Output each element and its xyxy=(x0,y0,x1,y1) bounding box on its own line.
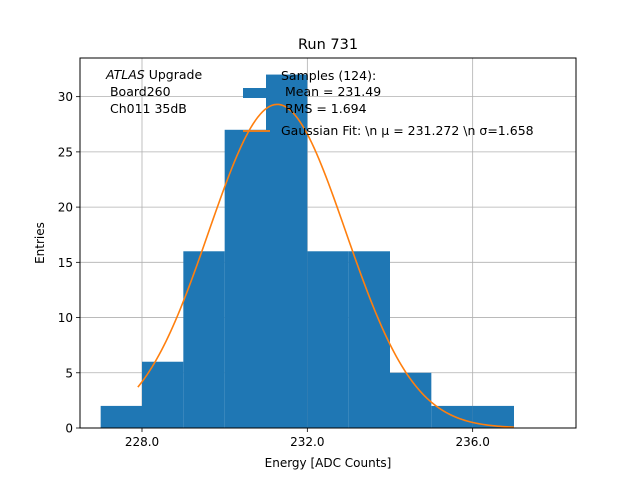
x-tick-label: 232.0 xyxy=(290,435,324,449)
y-tick-label: 0 xyxy=(65,422,73,436)
y-tick-label: 20 xyxy=(58,201,73,215)
x-tick-label: 228.0 xyxy=(125,435,159,449)
svg-text:ATLAS Upgrade: ATLAS Upgrade xyxy=(105,67,202,82)
legend-fit-entry: Gaussian Fit: \n μ = 231.272 \n σ=1.658 xyxy=(281,123,534,138)
histogram-bar xyxy=(307,251,349,428)
legend-samples-line: Samples (124): xyxy=(281,68,376,83)
gaussian-fit-curve xyxy=(137,103,515,428)
legend-rms-line: RMS = 1.694 xyxy=(281,101,367,116)
axis-ticks: 228.0 232.0 236.0 0 5 10 15 20 25 30 xyxy=(58,90,490,449)
x-axis-label: Energy [ADC Counts] xyxy=(265,456,392,470)
legend: Samples (124): Mean = 231.49 RMS = 1.694… xyxy=(243,68,534,138)
x-tick-label: 236.0 xyxy=(455,435,489,449)
legend-bar-swatch xyxy=(243,88,270,98)
chart-title: Run 731 xyxy=(298,37,358,53)
annotation-upgrade: Upgrade xyxy=(145,67,203,82)
histogram-bar xyxy=(390,372,432,428)
histogram-bar xyxy=(431,405,473,428)
y-tick-label: 5 xyxy=(65,366,73,380)
legend-mean-line: Mean = 231.49 xyxy=(281,84,381,99)
plot-area-frame xyxy=(79,57,577,429)
histogram-bars xyxy=(100,74,514,428)
annotation-board: Board260 xyxy=(106,84,171,99)
histogram-bar xyxy=(224,129,266,428)
y-tick-label: 30 xyxy=(58,90,73,104)
y-tick-label: 25 xyxy=(58,145,73,159)
annotation-atlas: ATLAS xyxy=(105,67,145,82)
y-tick-label: 15 xyxy=(58,256,73,270)
histogram-bar xyxy=(183,251,225,428)
fit-curve-layer xyxy=(137,103,515,428)
annotation-channel: Ch011 35dB xyxy=(106,101,187,116)
histogram-bar xyxy=(100,405,142,428)
histogram-bar xyxy=(348,251,390,428)
histogram-bar xyxy=(472,405,514,428)
histogram-bar xyxy=(266,74,308,428)
y-tick-label: 10 xyxy=(58,311,73,325)
y-axis-label: Entries xyxy=(33,222,47,264)
atlas-annotation: ATLAS Upgrade Board260 Ch011 35dB xyxy=(105,67,202,116)
